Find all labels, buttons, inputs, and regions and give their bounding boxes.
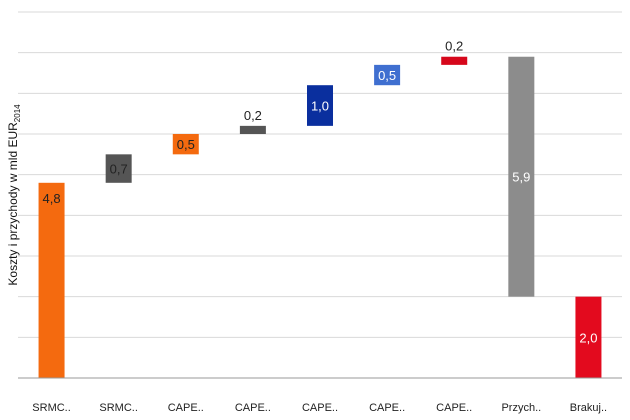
x-tick-label: CAPE..	[235, 402, 271, 414]
x-tick-label: Przych..	[501, 402, 541, 414]
bar	[307, 85, 333, 126]
data-label: 5,9	[512, 170, 530, 185]
y-axis-title-subscript: 2014	[13, 104, 22, 122]
data-label: 4,8	[43, 191, 61, 206]
bar	[374, 64, 401, 86]
bars	[38, 56, 602, 378]
y-axis-title: Koszty i przychody w mld EUR2014	[6, 104, 22, 286]
x-tick-label: Brakuj..	[570, 402, 607, 414]
x-tick-label: SRMC..	[99, 402, 138, 414]
bar	[508, 56, 535, 297]
bar	[38, 182, 65, 378]
x-tick-label: CAPE..	[302, 402, 338, 414]
data-label: 0,5	[378, 68, 396, 83]
x-tick-label: CAPE..	[168, 402, 204, 414]
data-labels: 4,8 0,7 0,5 0,2 1,0 0,5 0,2 5,9 2,0	[43, 39, 598, 346]
data-label: 2,0	[579, 330, 597, 345]
bar	[575, 296, 602, 378]
bar	[441, 56, 468, 65]
x-tick-label: SRMC..	[32, 402, 71, 414]
data-label: 0,7	[110, 162, 128, 177]
data-label: 1,0	[311, 99, 329, 114]
bar	[239, 125, 266, 134]
x-tick-label: CAPE..	[436, 402, 472, 414]
x-tick-label: CAPE..	[369, 402, 405, 414]
data-label: 0,2	[445, 39, 463, 54]
x-tick-labels: SRMC.. SRMC.. CAPE.. CAPE.. CAPE.. CAPE.. CAPE…	[32, 402, 607, 414]
data-label: 0,5	[177, 137, 195, 152]
bar	[105, 154, 132, 183]
data-label: 0,2	[244, 108, 262, 123]
bar	[172, 134, 199, 155]
y-axis-title-main: Koszty i przychody w mld EUR	[6, 122, 20, 286]
